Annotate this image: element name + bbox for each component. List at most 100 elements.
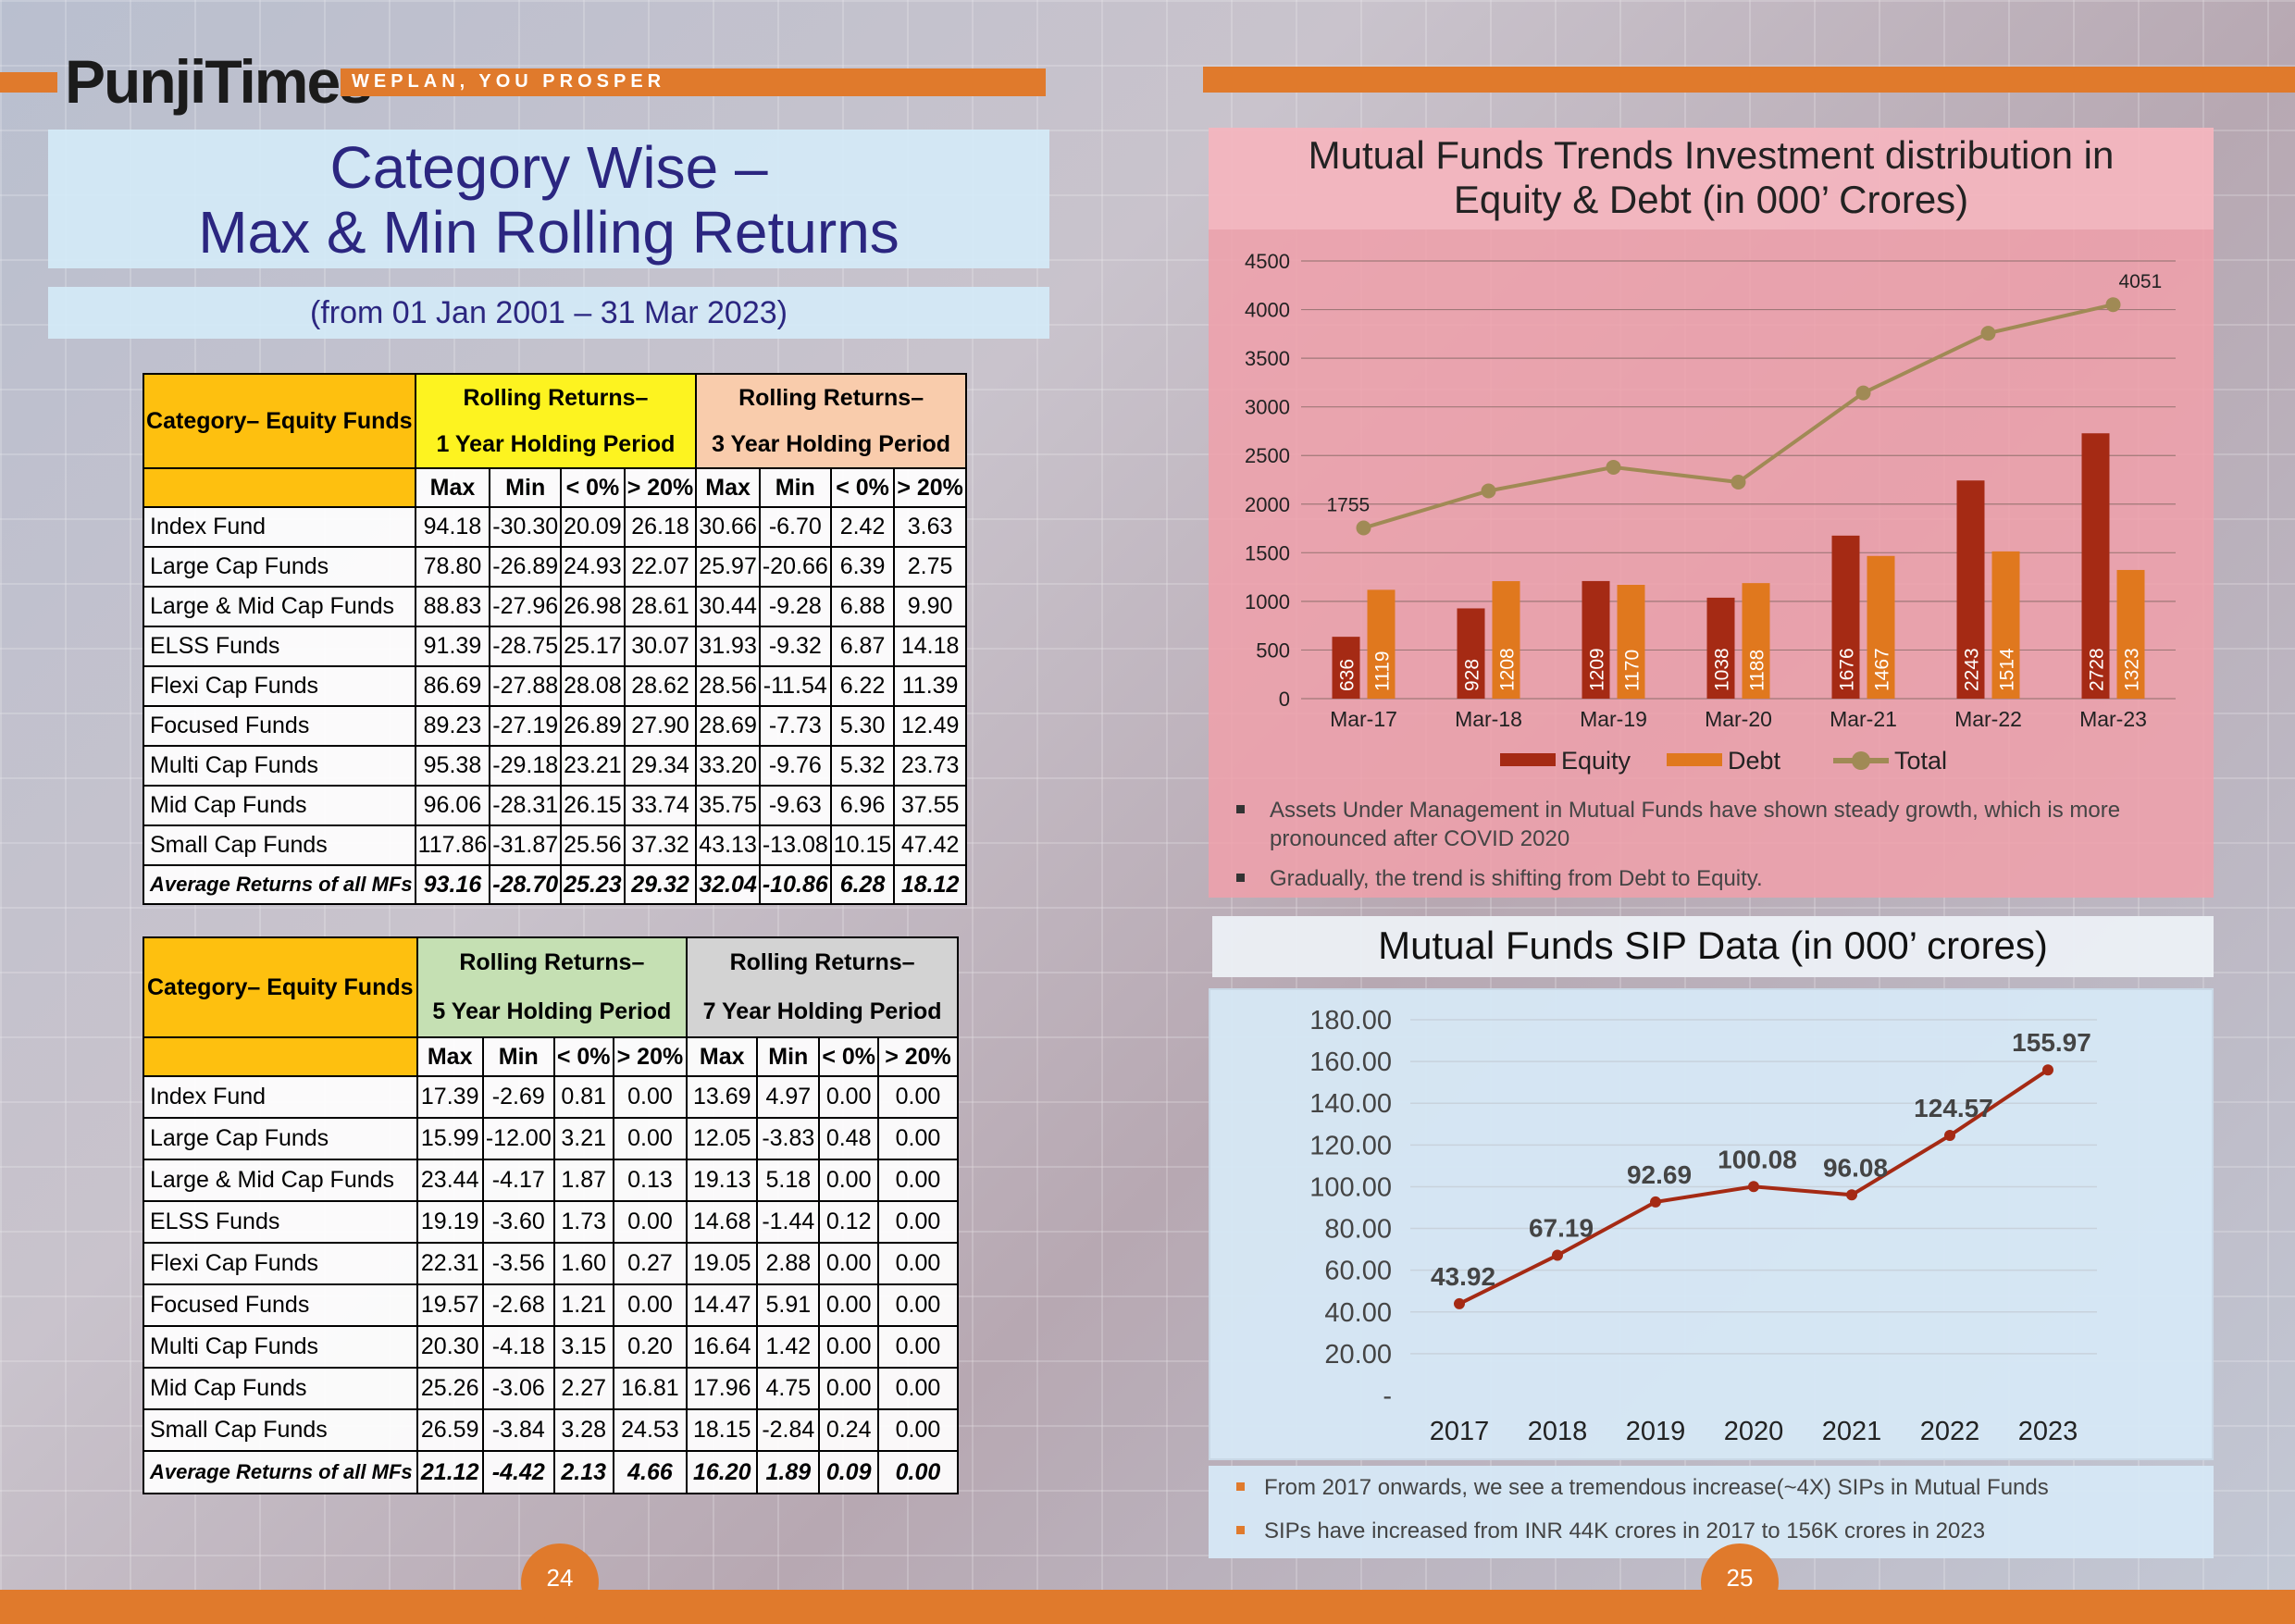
value-cell: 6.88 — [829, 586, 896, 627]
y-tick-label: 3000 — [1245, 396, 1290, 419]
value-cell: 9.90 — [893, 586, 967, 627]
value-cell: 0.00 — [877, 1200, 959, 1244]
aum-chart-title-line1: Mutual Funds Trends Investment distribut… — [1308, 133, 2115, 177]
header-bar-right — [1203, 67, 2295, 93]
value-cell: 19.19 — [416, 1200, 484, 1244]
y-tick-label: 40.00 — [1324, 1298, 1392, 1328]
sip-chart-title: Mutual Funds SIP Data (in 000’ crores) — [1378, 924, 2048, 967]
value-cell: 6.22 — [829, 665, 896, 707]
value-cell: 35.75 — [695, 785, 761, 826]
value-cell: 0.00 — [877, 1325, 959, 1369]
value-cell: 0.00 — [877, 1075, 959, 1119]
bar-equity — [1457, 608, 1485, 699]
page-subtitle: (from 01 Jan 2001 – 31 Mar 2023) — [48, 287, 1049, 339]
value-cell: 117.86 — [414, 824, 491, 866]
brand-logo: PunjiTimes — [65, 47, 373, 116]
value-cell: -4.18 — [481, 1325, 555, 1369]
value-cell: 37.32 — [623, 824, 698, 866]
bullet-square-icon — [1236, 874, 1245, 882]
bullet-square-icon — [1236, 805, 1245, 813]
bar-debt — [1991, 551, 2020, 699]
table-row: Flexi Cap Funds 22.31 -3.56 1.60 0.27 19.05 2.… — [143, 1242, 959, 1285]
table-row: Multi Cap Funds 20.30 -4.18 3.15 0.20 16.64 1.… — [143, 1325, 959, 1369]
column-header: Min — [489, 467, 563, 508]
column-header: < 0% — [560, 467, 626, 508]
bar-equity — [1831, 535, 1860, 699]
category-name: Focused Funds — [143, 1283, 418, 1327]
value-cell: 93.16 — [414, 864, 491, 905]
y-tick-label: 120.00 — [1309, 1131, 1392, 1160]
value-cell: 0.48 — [818, 1117, 879, 1160]
total-point — [1356, 520, 1371, 536]
bar-value-label: 1188 — [1747, 650, 1768, 691]
value-cell: 89.23 — [414, 705, 491, 747]
sip-chart-title-band — [1212, 916, 2214, 977]
sip-data-chart: - 20.00 40.00 60.00 80.00 100.00 120.00 140.00 1… — [1309, 1006, 2097, 1446]
value-cell: 26.59 — [416, 1408, 484, 1452]
category-name: Large & Mid Cap Funds — [143, 1159, 418, 1202]
x-tick-label: Mar-17 — [1330, 707, 1397, 731]
bar-value-label: 1170 — [1622, 650, 1644, 691]
value-cell: 1.60 — [552, 1242, 614, 1285]
value-cell: -30.30 — [489, 506, 563, 548]
value-cell: 1.87 — [552, 1159, 614, 1202]
column-header: Max — [686, 1036, 759, 1077]
value-cell: 96.06 — [414, 785, 491, 826]
rolling-returns-table-5-7yr: Category– Equity Funds Rolling Returns– … — [143, 936, 959, 1494]
value-cell: -9.28 — [758, 586, 832, 627]
value-cell: 0.12 — [818, 1200, 879, 1244]
value-cell: 0.81 — [552, 1075, 614, 1119]
sip-point — [1944, 1130, 1955, 1142]
y-tick-label: 3500 — [1245, 347, 1290, 370]
value-cell: 25.17 — [560, 626, 626, 667]
bar-value-label: 1467 — [1872, 648, 1893, 691]
column-header: < 0% — [552, 1036, 614, 1077]
value-cell: -26.89 — [489, 546, 563, 588]
table-row: Large Cap Funds 15.99 -12.00 3.21 0.00 12.05-… — [143, 1117, 959, 1160]
value-cell: -29.18 — [489, 745, 563, 787]
value-cell: 0.00 — [612, 1117, 688, 1160]
value-cell: 3.15 — [552, 1325, 614, 1369]
total-point — [1731, 475, 1746, 490]
page-number-right: 25 — [1701, 1543, 1779, 1621]
column-header: Min — [758, 467, 832, 508]
y-tick-label: - — [1383, 1382, 1392, 1411]
average-row: Average Returns of all MFs 21.12 -4.42 2.13… — [143, 1450, 959, 1494]
category-name: Large Cap Funds — [143, 1117, 418, 1160]
x-tick-label: Mar-22 — [1954, 707, 2022, 731]
category-name: Focused Funds — [143, 705, 416, 747]
value-cell: -3.56 — [481, 1242, 555, 1285]
group-header-7yr-line2: 7 Year Holding Period — [686, 987, 959, 1038]
value-cell: 0.20 — [612, 1325, 688, 1369]
value-cell: 12.05 — [686, 1117, 759, 1160]
page-number-left: 24 — [521, 1543, 599, 1621]
y-tick-label: 1000 — [1245, 590, 1290, 614]
aum-bullet-2-text: Gradually, the trend is shifting from De… — [1270, 866, 1763, 891]
value-cell: 5.18 — [756, 1159, 821, 1202]
y-tick-label: 4000 — [1245, 299, 1290, 322]
category-header-spacer — [143, 468, 416, 508]
value-cell: 17.96 — [686, 1367, 759, 1410]
value-cell: 88.83 — [414, 586, 491, 627]
value-cell: -3.06 — [481, 1367, 555, 1410]
category-name: ELSS Funds — [143, 626, 416, 667]
value-cell: 31.93 — [695, 626, 761, 667]
y-tick-label: 160.00 — [1309, 1048, 1392, 1077]
value-cell: 26.15 — [560, 785, 626, 826]
category-name: Index Fund — [143, 506, 416, 548]
value-cell: 0.09 — [818, 1450, 879, 1494]
value-cell: 23.44 — [416, 1159, 484, 1202]
value-cell: 2.42 — [829, 506, 896, 548]
y-tick-label: 0 — [1279, 688, 1290, 711]
value-cell: 0.00 — [877, 1283, 959, 1327]
value-cell: 6.28 — [829, 864, 896, 905]
sip-bullets: From 2017 onwards, we see a tremendous i… — [1209, 1466, 2214, 1558]
value-cell: -10.86 — [758, 864, 832, 905]
total-point — [1855, 385, 1871, 401]
table-row: Flexi Cap Funds 86.69 -27.88 28.08 28.62 28.5… — [143, 665, 967, 707]
value-cell: -27.96 — [489, 586, 563, 627]
column-header: Min — [481, 1036, 555, 1077]
value-cell: 28.62 — [623, 665, 698, 707]
value-cell: 14.18 — [893, 626, 967, 667]
x-tick-label: Mar-23 — [2079, 707, 2147, 731]
